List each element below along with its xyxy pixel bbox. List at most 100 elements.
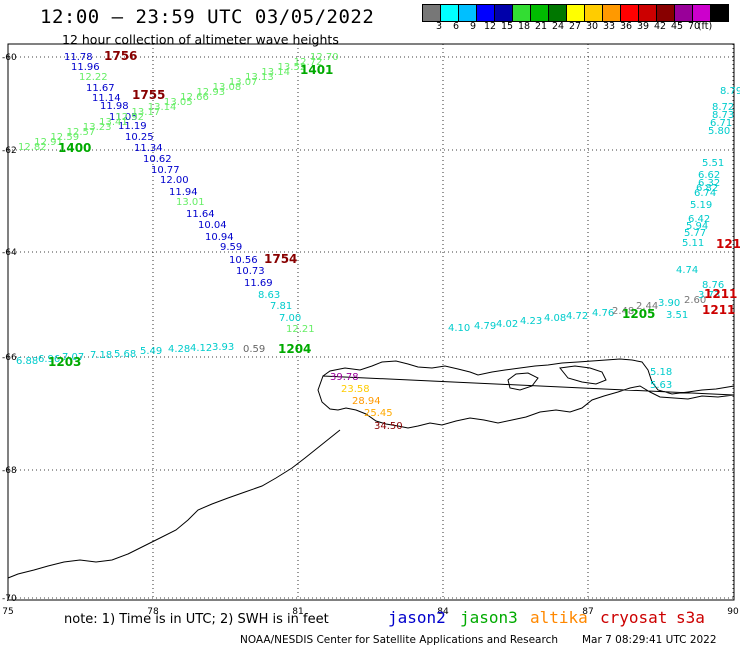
swh-value: 39.78 bbox=[330, 372, 359, 383]
map-frame bbox=[7, 43, 735, 601]
legend-label: 27 bbox=[568, 21, 582, 32]
swh-value: 7.07 bbox=[62, 352, 84, 363]
credit-line: NOAA/NESDIS Center for Satellite Applica… bbox=[240, 634, 558, 646]
legend-label: 9 bbox=[469, 21, 477, 32]
swh-value: 13.52 bbox=[278, 62, 307, 73]
mission-cryosat: cryosat bbox=[600, 608, 668, 627]
swh-value: 11.05 bbox=[109, 112, 138, 123]
swh-value: 8.63 bbox=[258, 290, 280, 301]
swh-value: 12.92 bbox=[115, 112, 144, 123]
swh-value: 12.57 bbox=[67, 127, 96, 138]
swh-value: 3.93 bbox=[212, 342, 234, 353]
swh-value: 13.13 bbox=[245, 72, 274, 83]
swh-value: 6.71 bbox=[710, 118, 732, 129]
time-label: 1203 bbox=[48, 355, 81, 369]
swh-value: 5.51 bbox=[702, 158, 724, 169]
mission-s3a: s3a bbox=[676, 608, 705, 627]
swh-value: 9.59 bbox=[220, 242, 242, 253]
swh-value: 4.76 bbox=[592, 308, 614, 319]
swh-value: 11.19 bbox=[118, 121, 147, 132]
lat-tick-label: -62 bbox=[2, 146, 17, 156]
legend-label: 24 bbox=[551, 21, 565, 32]
swh-value: 13.14 bbox=[148, 102, 177, 113]
swh-value: 4.74 bbox=[676, 265, 698, 276]
swh-value: 12.70 bbox=[310, 52, 339, 63]
swh-value: 5.63 bbox=[650, 380, 672, 391]
swh-value: 2.60 bbox=[684, 295, 706, 306]
lat-tick-label: -60 bbox=[2, 53, 17, 63]
swh-value: 6.82 bbox=[696, 183, 718, 194]
swh-value: 10.56 bbox=[229, 255, 258, 266]
time-label: 1756 bbox=[104, 49, 137, 63]
swh-value: 12.22 bbox=[79, 72, 108, 83]
swh-value: 12.93 bbox=[196, 87, 225, 98]
swh-value: 11.69 bbox=[244, 278, 273, 289]
swh-value: 10.77 bbox=[151, 165, 180, 176]
chart-subtitle: 12 hour collection of altimeter wave hei… bbox=[62, 32, 339, 47]
lat-tick-label: -70 bbox=[2, 594, 17, 604]
lon-tick-label: 87 bbox=[582, 607, 593, 617]
swh-value: 12.91 bbox=[34, 137, 63, 148]
lon-tick-label: 84 bbox=[437, 607, 449, 617]
legend-label: 12 bbox=[483, 21, 497, 32]
swh-value: 11.67 bbox=[86, 83, 115, 94]
swh-value: 11.98 bbox=[100, 101, 129, 112]
axis-ticks: 75 78 81 84 87 90 -60 -62 -64 -66 -68 -70 bbox=[2, 53, 739, 617]
swh-value: 7.18 bbox=[90, 350, 112, 361]
legend-label: 33 bbox=[602, 21, 616, 32]
swh-value: 6.62 bbox=[698, 170, 720, 181]
swh-value: 8.76 bbox=[702, 280, 724, 291]
time-label: 1401 bbox=[300, 63, 333, 77]
swh-value: 13.01 bbox=[176, 197, 205, 208]
swh-value: 3.73 bbox=[698, 290, 720, 301]
swh-value: 7.00 bbox=[279, 313, 301, 324]
lon-tick-label: 81 bbox=[292, 607, 303, 617]
swh-value: 4.10 bbox=[448, 323, 470, 334]
swh-value: 11.96 bbox=[71, 62, 100, 73]
time-label: 1205 bbox=[622, 307, 655, 321]
swh-value: 11.94 bbox=[169, 187, 198, 198]
legend-label: 42 bbox=[653, 21, 667, 32]
legend-unit: (ft) bbox=[697, 21, 713, 32]
swh-value: 5.94 bbox=[686, 221, 708, 232]
swh-value: 8.73 bbox=[712, 110, 734, 121]
swh-value: 5.77 bbox=[684, 228, 706, 239]
swh-value: 10.94 bbox=[205, 232, 234, 243]
legend-label: 39 bbox=[636, 21, 650, 32]
swh-value: 13.23 bbox=[83, 122, 112, 133]
map-grid bbox=[7, 44, 734, 600]
lat-tick-label: -64 bbox=[2, 248, 17, 258]
swh-value: 10.62 bbox=[143, 154, 172, 165]
swh-value: 0.59 bbox=[243, 344, 265, 355]
legend-label: 36 bbox=[619, 21, 633, 32]
swh-labels: 11.7811.9612.2211.6711.1411.9811.0511.19… bbox=[16, 49, 740, 432]
swh-value: 4.79 bbox=[474, 321, 496, 332]
legend-swatch bbox=[710, 4, 729, 22]
swh-value: 4.72 bbox=[566, 311, 588, 322]
coastline bbox=[317, 358, 735, 429]
swh-value: 12.00 bbox=[160, 175, 189, 186]
swh-value: 6.96 bbox=[38, 354, 60, 365]
swh-value: 6.32 bbox=[698, 178, 720, 189]
time-label: 1204 bbox=[278, 342, 311, 356]
swh-value: 12.21 bbox=[286, 324, 315, 335]
swh-value: 28.94 bbox=[352, 396, 381, 407]
mission-altika: altika bbox=[530, 608, 588, 627]
mission-jason3: jason3 bbox=[460, 608, 518, 627]
swh-value: 4.28 bbox=[168, 344, 190, 355]
swh-value: 13.07 bbox=[229, 77, 258, 88]
swh-value: 12.72 bbox=[294, 57, 323, 68]
swh-value: 8.72 bbox=[712, 102, 734, 113]
legend-label: 21 bbox=[534, 21, 548, 32]
swh-value: 13.41 bbox=[99, 117, 128, 128]
lat-tick-label: -66 bbox=[2, 353, 17, 363]
swh-value: 11.64 bbox=[186, 209, 215, 220]
swh-value: 13.05 bbox=[164, 97, 193, 108]
swh-value: 6.42 bbox=[688, 214, 710, 225]
swh-value: 11.78 bbox=[64, 52, 93, 63]
swh-value: 12.59 bbox=[50, 132, 79, 143]
time-label: 1755 bbox=[132, 88, 165, 102]
legend-label: 30 bbox=[585, 21, 599, 32]
time-label: 1211 bbox=[704, 287, 737, 301]
